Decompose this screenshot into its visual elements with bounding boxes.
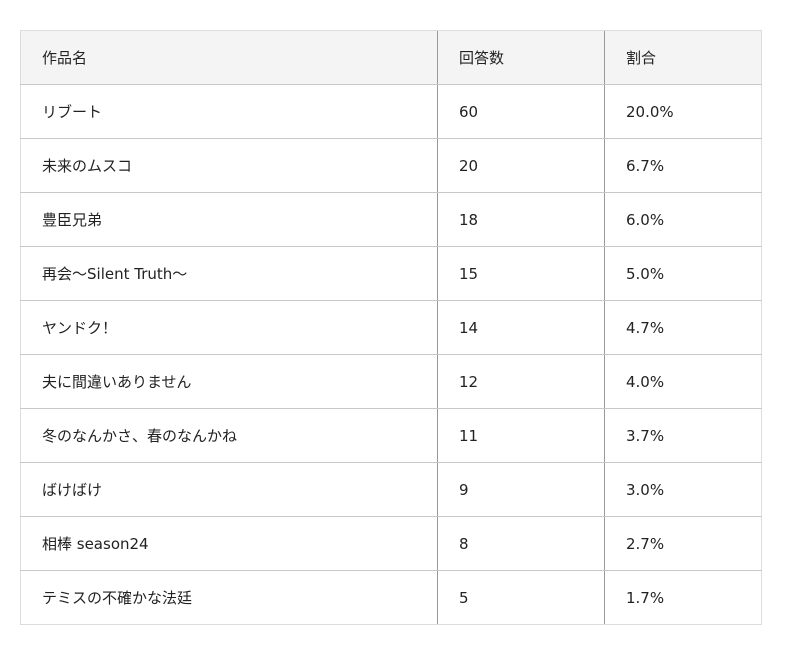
cell-count: 18 xyxy=(437,192,605,247)
cell-ratio: 1.7% xyxy=(604,570,762,625)
cell-count: 20 xyxy=(437,138,605,193)
cell-title: 未来のムスコ xyxy=(20,138,438,193)
cell-ratio: 2.7% xyxy=(604,516,762,571)
cell-ratio: 4.0% xyxy=(604,354,762,409)
table-row: リブート 60 20.0% xyxy=(20,84,762,139)
cell-title: 豊臣兄弟 xyxy=(20,192,438,247)
cell-count: 60 xyxy=(437,84,605,139)
cell-title: 冬のなんかさ、春のなんかね xyxy=(20,408,438,463)
header-ratio: 割合 xyxy=(604,30,762,85)
cell-title: ヤンドク！ xyxy=(20,300,438,355)
cell-ratio: 3.0% xyxy=(604,462,762,517)
cell-count: 11 xyxy=(437,408,605,463)
cell-count: 14 xyxy=(437,300,605,355)
cell-title: 相棒 season24 xyxy=(20,516,438,571)
cell-ratio: 20.0% xyxy=(604,84,762,139)
table-row: 夫に間違いありません 12 4.0% xyxy=(20,354,762,409)
cell-title: リブート xyxy=(20,84,438,139)
cell-title: 再会〜Silent Truth〜 xyxy=(20,246,438,301)
cell-ratio: 6.0% xyxy=(604,192,762,247)
cell-title: ばけばけ xyxy=(20,462,438,517)
cell-title: テミスの不確かな法廷 xyxy=(20,570,438,625)
table-row: ばけばけ 9 3.0% xyxy=(20,462,762,517)
cell-count: 12 xyxy=(437,354,605,409)
header-title: 作品名 xyxy=(20,30,438,85)
cell-ratio: 4.7% xyxy=(604,300,762,355)
cell-count: 8 xyxy=(437,516,605,571)
table-header-row: 作品名 回答数 割合 xyxy=(20,30,762,85)
table-row: ヤンドク！ 14 4.7% xyxy=(20,300,762,355)
cell-count: 15 xyxy=(437,246,605,301)
cell-title: 夫に間違いありません xyxy=(20,354,438,409)
cell-ratio: 5.0% xyxy=(604,246,762,301)
table-row: 相棒 season24 8 2.7% xyxy=(20,516,762,571)
cell-ratio: 3.7% xyxy=(604,408,762,463)
table-row: テミスの不確かな法廷 5 1.7% xyxy=(20,570,762,625)
cell-ratio: 6.7% xyxy=(604,138,762,193)
results-table: 作品名 回答数 割合 リブート 60 20.0% 未来のムスコ 20 6.7% 豊臣兄弟 18… xyxy=(20,30,762,625)
table-row: 冬のなんかさ、春のなんかね 11 3.7% xyxy=(20,408,762,463)
cell-count: 5 xyxy=(437,570,605,625)
table-row: 再会〜Silent Truth〜 15 5.0% xyxy=(20,246,762,301)
table-row: 未来のムスコ 20 6.7% xyxy=(20,138,762,193)
table-row: 豊臣兄弟 18 6.0% xyxy=(20,192,762,247)
header-count: 回答数 xyxy=(437,30,605,85)
cell-count: 9 xyxy=(437,462,605,517)
